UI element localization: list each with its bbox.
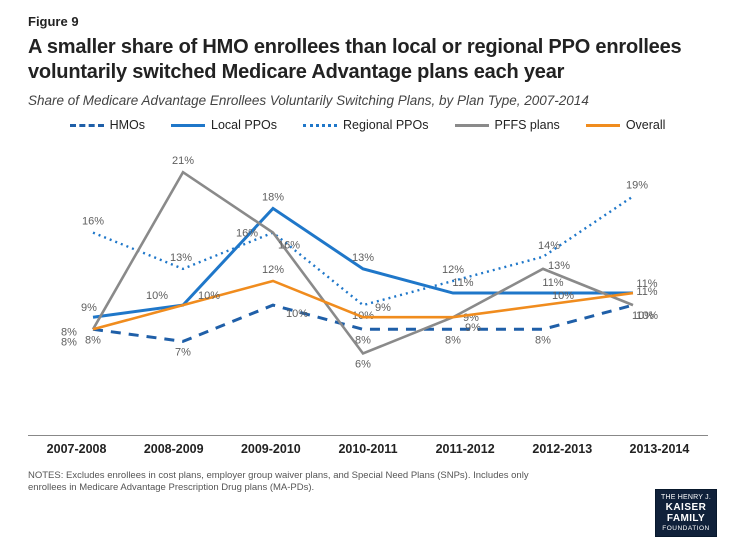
data-label: 16%	[236, 228, 258, 240]
data-label: 7%	[175, 346, 191, 358]
data-label: 9%	[375, 302, 391, 314]
data-label: 10%	[286, 308, 308, 320]
x-axis	[28, 435, 708, 437]
data-label: 10%	[636, 310, 658, 322]
legend-item: Overall	[586, 118, 666, 132]
legend-item: Local PPOs	[171, 118, 277, 132]
data-label: 13%	[352, 252, 374, 264]
legend-swatch	[70, 124, 104, 127]
x-axis-label: 2013-2014	[611, 442, 708, 456]
data-label: 10%	[198, 290, 220, 302]
legend-swatch	[171, 124, 205, 127]
data-label: 8%	[445, 334, 461, 346]
x-axis-label: 2008-2009	[125, 442, 222, 456]
data-label: 13%	[548, 260, 570, 272]
data-label: 11%	[636, 286, 657, 298]
x-axis-label: 2010-2011	[319, 442, 416, 456]
logo-line: FOUNDATION	[662, 525, 710, 532]
legend-swatch	[455, 124, 489, 127]
data-label: 16%	[278, 240, 300, 252]
data-label: 9%	[465, 322, 481, 334]
legend-label: Overall	[626, 118, 666, 132]
chart-subtitle: Share of Medicare Advantage Enrollees Vo…	[28, 93, 707, 108]
legend-item: HMOs	[70, 118, 145, 132]
x-axis-label: 2007-2008	[28, 442, 125, 456]
figure-number: Figure 9	[28, 14, 707, 29]
figure-container: Figure 9 A smaller share of HMO enrollee…	[0, 0, 735, 456]
data-label: 12%	[442, 264, 464, 276]
data-label: 14%	[538, 240, 560, 252]
data-label: 21%	[172, 155, 194, 167]
data-label: 8%	[85, 334, 101, 346]
x-axis-labels: 2007-20082008-20092009-20102010-20112011…	[28, 442, 708, 456]
data-label: 12%	[262, 264, 284, 276]
kff-logo: THE HENRY J. KAISER FAMILY FOUNDATION	[655, 489, 717, 537]
line-chart-svg: 8% 7% 10% 8% 8% 8% 10% 9% 10% 18% 13% 11% 11% 11% 16% 1…	[28, 136, 708, 436]
data-label: 8%	[61, 326, 77, 338]
footnote: NOTES: Excludes enrollees in cost plans,…	[0, 456, 560, 495]
logo-line: FAMILY	[667, 513, 705, 525]
x-axis-label: 2009-2010	[222, 442, 319, 456]
chart-area: 8% 7% 10% 8% 8% 8% 10% 9% 10% 18% 13% 11% 11% 11% 16% 1…	[28, 136, 708, 436]
logo-line: KAISER	[666, 502, 707, 514]
data-label: 13%	[170, 252, 192, 264]
data-label: 9%	[81, 302, 97, 314]
x-axis-label: 2012-2013	[514, 442, 611, 456]
data-label: 6%	[355, 358, 371, 370]
data-label: 19%	[626, 179, 648, 191]
legend-swatch	[586, 124, 620, 127]
data-label: 11%	[542, 277, 563, 289]
data-label: 10%	[552, 290, 574, 302]
legend-label: Regional PPOs	[343, 118, 428, 132]
legend-swatch	[303, 124, 337, 127]
data-label: 18%	[262, 191, 284, 203]
data-label: 8%	[535, 334, 551, 346]
legend-item: Regional PPOs	[303, 118, 428, 132]
data-label: 11%	[452, 277, 473, 289]
legend-label: PFFS plans	[495, 118, 560, 132]
data-label: 10%	[146, 290, 168, 302]
chart-title: A smaller share of HMO enrollees than lo…	[28, 35, 707, 85]
legend-label: HMOs	[110, 118, 145, 132]
data-label: 16%	[82, 216, 104, 228]
legend-label: Local PPOs	[211, 118, 277, 132]
legend: HMOs Local PPOs Regional PPOs PFFS plans Ove…	[28, 118, 707, 132]
legend-item: PFFS plans	[455, 118, 560, 132]
logo-line: THE HENRY J.	[661, 494, 711, 502]
x-axis-label: 2011-2012	[417, 442, 514, 456]
